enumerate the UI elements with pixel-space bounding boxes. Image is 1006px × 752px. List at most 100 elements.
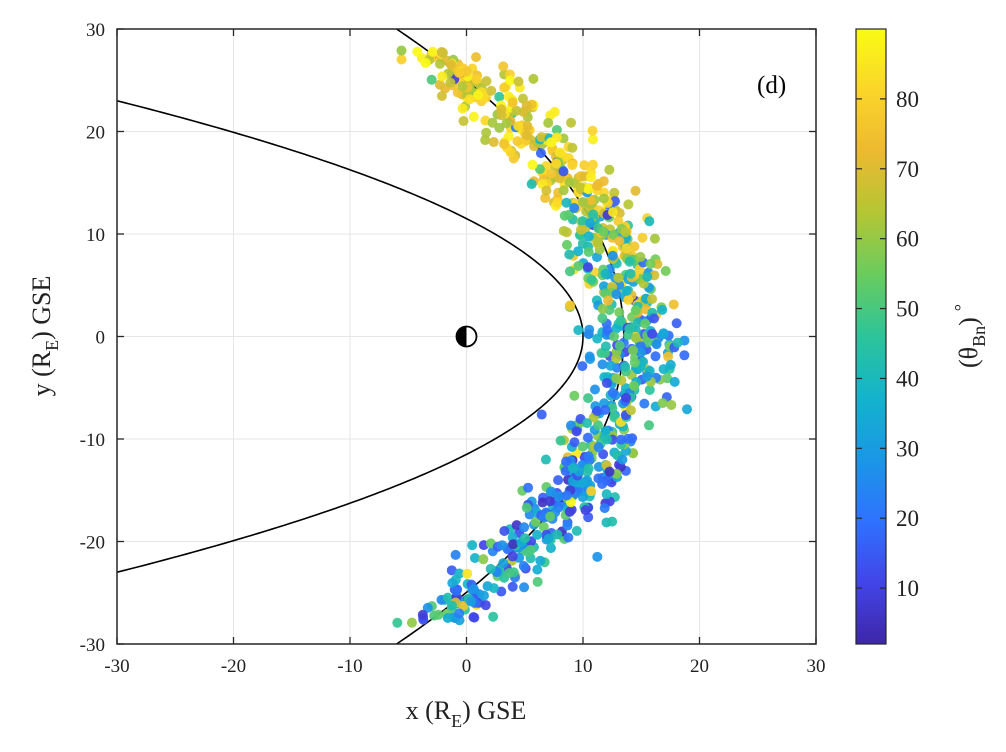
- data-point: [564, 249, 575, 260]
- data-point: [598, 449, 609, 460]
- colorbar-tick-label: 30: [896, 436, 919, 461]
- earth-marker: [455, 325, 478, 348]
- data-point: [532, 576, 543, 587]
- data-point: [621, 243, 632, 254]
- data-point: [585, 195, 596, 206]
- data-point: [602, 325, 613, 336]
- data-point: [521, 100, 532, 111]
- axis-ticks: -30 -20 -10 0 10 20 30 -30 -20 -10 0 10 20 30: [80, 20, 826, 677]
- data-point: [504, 568, 515, 579]
- data-point: [480, 135, 491, 146]
- data-point: [641, 371, 652, 382]
- data-point: [481, 127, 492, 138]
- data-point: [445, 59, 456, 70]
- data-point: [513, 121, 524, 132]
- data-point: [555, 435, 566, 446]
- data-point: [644, 420, 654, 431]
- data-point: [593, 442, 604, 453]
- data-point: [679, 350, 690, 361]
- data-point: [450, 549, 461, 560]
- data-point: [637, 232, 648, 243]
- data-point: [666, 399, 677, 410]
- data-point: [485, 563, 496, 574]
- x-tick-label: 30: [807, 656, 826, 677]
- data-point: [535, 148, 546, 159]
- data-point: [526, 179, 537, 190]
- y-tick-label: 30: [86, 20, 105, 41]
- data-point: [587, 134, 598, 145]
- data-point: [518, 561, 529, 572]
- magnetopause-curve: [117, 99, 584, 574]
- data-point: [521, 130, 532, 141]
- data-point: [488, 137, 499, 148]
- data-point: [589, 384, 600, 395]
- data-point: [668, 299, 679, 310]
- data-point: [573, 260, 584, 271]
- colorbar-tick-label: 40: [896, 366, 919, 391]
- data-point: [540, 193, 551, 204]
- data-point: [546, 169, 557, 179]
- data-point: [583, 262, 593, 273]
- data-point: [630, 305, 641, 316]
- data-point: [451, 585, 462, 596]
- data-point: [569, 202, 580, 213]
- data-point: [592, 252, 602, 263]
- data-point: [600, 426, 611, 437]
- data-point: [445, 77, 456, 88]
- data-point: [609, 187, 620, 198]
- data-point: [478, 590, 489, 601]
- data-point: [614, 340, 625, 351]
- data-point: [535, 555, 546, 566]
- data-point: [458, 116, 469, 127]
- data-point: [396, 45, 407, 56]
- data-point: [453, 67, 464, 78]
- data-point: [582, 418, 593, 429]
- data-point: [519, 582, 530, 593]
- data-point: [583, 451, 594, 462]
- data-point: [433, 609, 444, 620]
- data-point: [544, 496, 555, 507]
- data-point: [501, 118, 512, 129]
- data-point: [625, 405, 636, 416]
- data-point: [613, 272, 624, 283]
- data-point: [624, 256, 635, 267]
- data-point: [457, 103, 468, 114]
- data-point: [564, 209, 575, 220]
- data-point: [604, 164, 615, 175]
- data-point: [597, 359, 608, 370]
- data-point: [586, 172, 596, 183]
- data-point: [468, 584, 479, 595]
- data-point: [623, 199, 634, 210]
- y-tick-label: -10: [80, 430, 105, 451]
- data-point: [575, 182, 586, 193]
- data-point: [647, 294, 658, 305]
- data-point: [562, 239, 573, 250]
- data-point: [561, 456, 572, 467]
- data-point: [607, 250, 618, 261]
- data-point: [602, 434, 613, 445]
- data-point: [458, 600, 469, 611]
- data-point: [576, 224, 587, 235]
- data-point: [587, 125, 598, 136]
- data-point: [571, 525, 582, 536]
- data-point: [583, 246, 594, 257]
- data-point: [442, 592, 453, 603]
- data-point: [434, 58, 445, 69]
- data-point: [420, 57, 431, 68]
- data-point: [635, 347, 646, 358]
- data-point: [541, 185, 552, 196]
- data-point: [468, 111, 479, 122]
- data-point: [545, 543, 556, 554]
- y-tick-label: -30: [80, 635, 105, 656]
- data-point: [462, 568, 473, 579]
- data-point: [497, 540, 508, 551]
- data-point: [545, 511, 556, 522]
- data-point: [567, 160, 578, 171]
- data-point: [604, 466, 615, 477]
- data-point: [649, 313, 660, 324]
- data-point: [672, 337, 683, 348]
- data-point: [601, 489, 612, 500]
- data-point: [568, 463, 579, 474]
- colorbar-title: (θBn)°: [951, 304, 989, 368]
